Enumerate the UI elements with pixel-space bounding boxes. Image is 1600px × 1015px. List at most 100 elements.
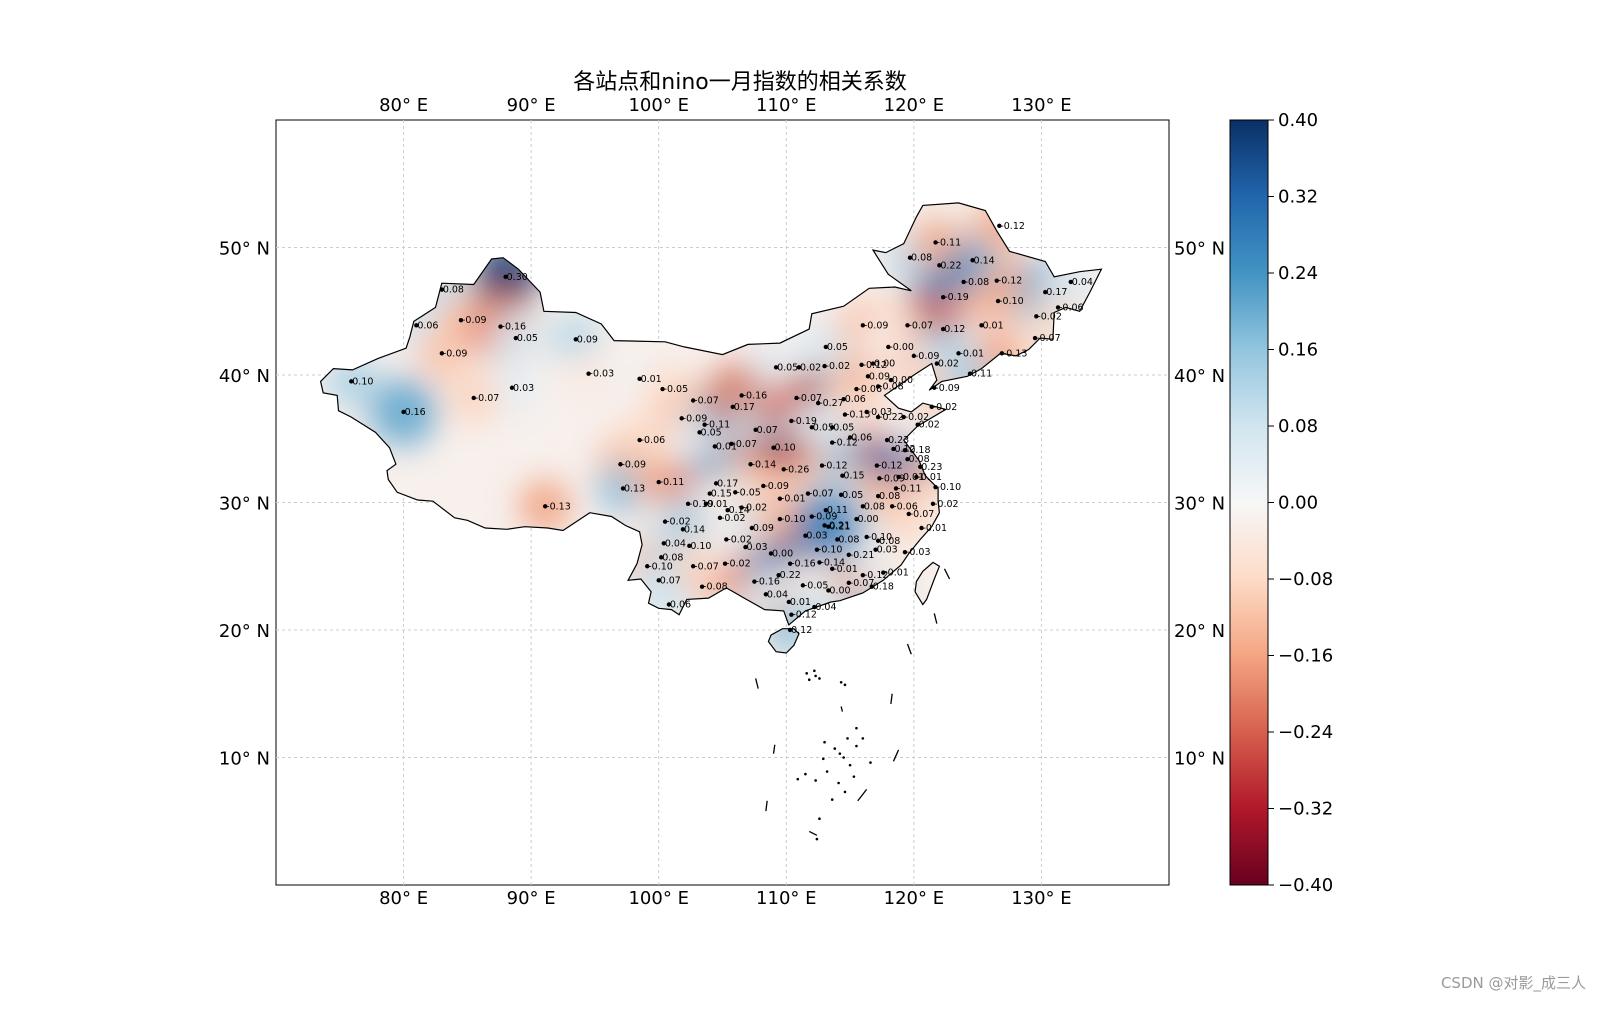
station-value-label: -0.10 [999,296,1024,307]
colorbar-tick-label: 0.00 [1278,493,1318,514]
taiwan-border [914,561,941,606]
station-value-label: -0.01 [923,523,948,534]
station-value-label: -0.02 [726,559,751,570]
boundary-dash [892,749,900,762]
station-dot [933,240,938,245]
station-dot [1034,314,1039,319]
station-value-label: 0.17 [1046,287,1067,298]
station-value-label: -0.18 [906,445,931,456]
station-dot [724,537,729,542]
lon-tick-label-bottom: 80° E [379,888,428,909]
station-value-label: -0.01 [900,472,925,483]
station-value-label: -0.09 [462,315,487,326]
station-dot [645,564,650,569]
station-value-label: -0.07 [797,393,822,404]
station-dot [891,446,896,452]
station-value-label: -0.13 [546,501,571,512]
station-dot [789,612,794,617]
station-dot [439,287,445,292]
station-dot [743,544,748,550]
station-dot [907,255,913,260]
station-dot [838,492,844,498]
station-dot [846,552,851,557]
station-dot [542,504,548,509]
station-dot [498,324,503,329]
station-value-label: 0.23 [888,435,909,446]
station-value-label: 0.01 [982,320,1003,331]
station-dot [401,409,406,415]
island-speck [833,747,837,750]
station-dot [967,371,973,376]
station-dot [929,404,934,410]
station-dot [940,326,946,332]
station-dot [637,376,642,382]
station-value-label: 0.08 [908,454,929,465]
colorbar-tick-label: −0.24 [1278,722,1333,743]
station-dot [513,335,519,341]
boundary-dash [808,830,818,836]
island-speck [825,770,829,773]
island-speck [869,761,872,764]
station-value-label: -0.12 [864,570,889,581]
station-value-label: 0.08 [838,534,859,545]
station-dot [439,351,445,356]
station-dot [794,395,799,401]
station-value-label: -0.00 [889,342,914,353]
station-dot [835,537,840,542]
station-dot [822,363,827,369]
station-dot [919,525,924,531]
station-dot [826,524,831,529]
island-speck [838,752,842,755]
island-speck [843,790,847,794]
station-dot [817,560,822,565]
station-value-label: -0.19 [792,416,817,427]
station-value-label: -0.02 [826,361,851,372]
station-value-label: 0.03 [877,545,898,556]
station-dot [687,543,692,549]
station-value-label: -0.08 [965,277,990,288]
lat-tick-label-right: 40° N [1174,366,1225,387]
lon-tick-label-bottom: 130° E [1011,888,1071,909]
station-value-label: -0.27 [819,398,844,409]
station-value-label: -0.01 [884,568,909,579]
station-value-label: -0.06 [641,435,666,446]
station-value-label: 0.12 [894,444,915,455]
station-value-label: -0.07 [809,489,834,500]
station-dot [661,541,667,546]
station-dot [830,425,835,430]
station-value-label: -0.05 [736,487,761,498]
station-dot [869,584,874,589]
station-value-label: 0.00 [829,585,850,596]
island-speck [796,777,800,781]
island-speck [846,737,849,740]
station-value-label: -0.07 [850,578,875,589]
station-value-label: -0.16 [755,577,780,588]
station-value-label: -0.01 [960,348,985,359]
station-dot [660,386,665,392]
station-dot [859,362,864,367]
island-speck [807,678,811,682]
station-dot [815,400,821,406]
station-dot [830,566,835,571]
station-dot [902,448,908,453]
island-speck [848,763,852,767]
station-value-label: -0.03 [868,407,893,418]
station-dot [930,501,936,506]
station-dot [823,507,829,513]
lat-tick-label-left: 20° N [219,621,270,642]
station-dot [854,386,859,392]
station-dot [773,365,779,370]
station-value-label: 0.10 [352,376,373,387]
station-dot [870,361,876,366]
station-value-label: 0.21 [829,522,850,533]
island-speck [818,817,821,820]
station-dot [713,481,719,486]
station-dot [733,490,738,495]
station-value-label: -0.02 [1037,311,1062,322]
station-dot [702,422,707,427]
station-value-label: 0.04 [665,538,686,549]
station-dot [823,344,829,350]
station-value-label: 0.01 [790,597,811,608]
lat-tick-label-right: 10° N [1174,749,1225,770]
island-speck [855,744,858,748]
